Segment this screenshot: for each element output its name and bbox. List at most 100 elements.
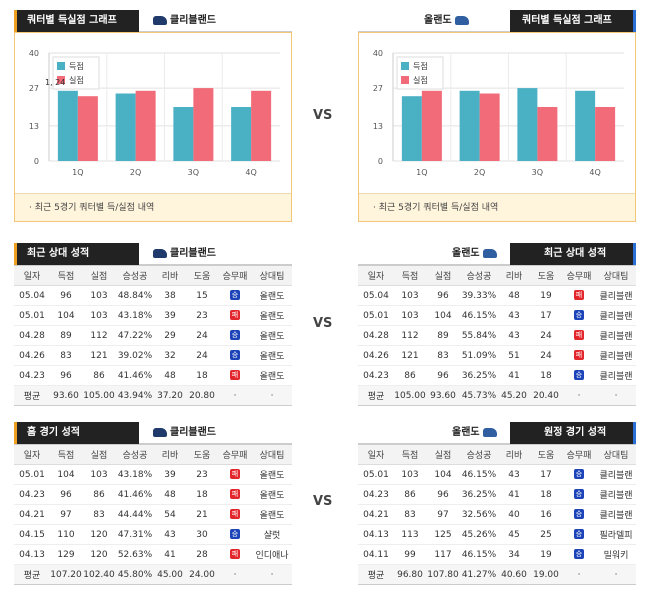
win-badge: 승 (230, 529, 240, 540)
column-header: 실점 (426, 444, 460, 465)
table-cell: 17 (530, 464, 562, 485)
table-cell: 24 (530, 345, 562, 366)
average-cell: 107.20 (50, 564, 82, 585)
table-cell: 83 (394, 504, 426, 525)
result-cell: 승 (218, 285, 252, 306)
average-cell: 45.20 (498, 385, 530, 406)
table-row: 05.01 103 104 46.15% 43 17 승 클리블랜 (358, 305, 636, 326)
bar-score (575, 90, 596, 161)
loss-badge: 패 (574, 330, 584, 341)
table-cell: 46.15% (460, 544, 498, 565)
y-tick-label: 40 (29, 49, 39, 58)
table-row: 05.01 104 103 43.18% 39 23 패 올랜도 (14, 464, 292, 485)
table-cell: 올랜도 (252, 504, 292, 525)
table-cell: 41 (498, 365, 530, 386)
column-header: 상대팀 (252, 265, 292, 286)
left-quarter-header: 쿼터별 득실점 그래프 클리블랜드 (14, 10, 292, 32)
team-name: 클리블랜드 (170, 15, 216, 26)
loss-badge: 패 (230, 370, 240, 381)
right-away-header: 올랜도 원정 경기 성적 (358, 422, 636, 444)
table-cell: 올랜도 (252, 345, 292, 366)
table-cell: 54 (154, 504, 186, 525)
average-cell: · (562, 385, 596, 406)
table-cell: 클리블랜 (596, 325, 636, 346)
column-header: 상대팀 (596, 265, 636, 286)
column-header: 승무패 (562, 444, 596, 465)
header-divider (358, 264, 510, 265)
result-cell: 패 (562, 345, 596, 366)
column-header: 일자 (358, 444, 394, 465)
result-cell: 패 (218, 544, 252, 565)
x-tick-label: 4Q (245, 168, 256, 177)
team-name: 올랜도 (452, 427, 480, 438)
table-cell: 올랜도 (252, 285, 292, 306)
legend-label-score: 득점 (69, 61, 84, 71)
table-cell: 83 (50, 345, 82, 366)
right-recent-title: 최근 상대 성적 (510, 243, 633, 265)
table-cell: 86 (394, 484, 426, 505)
table-cell: 32.56% (460, 504, 498, 525)
header-divider (358, 443, 510, 444)
column-header: 승성공 (116, 265, 154, 286)
average-cell: 37.20 (154, 385, 186, 406)
column-header: 득점 (394, 265, 426, 286)
table-cell: 05.01 (358, 464, 394, 485)
result-cell: 패 (218, 464, 252, 485)
table-cell: 24 (530, 325, 562, 346)
table-cell: 44.44% (116, 504, 154, 525)
bar-allowed (135, 90, 156, 161)
header-accent (14, 243, 17, 265)
average-row: 평균 107.20 102.40 45.80% 45.00 24.00 · · (14, 564, 292, 585)
table-cell: 05.01 (358, 305, 394, 326)
table-cell: 52.63% (116, 544, 154, 565)
chart-note: · 최근 5경기 쿼터별 득/실점 내역 (359, 193, 635, 221)
result-cell: 승 (218, 345, 252, 366)
table-cell: 04.13 (358, 524, 394, 545)
tooltip-text: 1, 24 (45, 78, 65, 87)
column-header: 도움 (530, 265, 562, 286)
column-header: 승무패 (562, 265, 596, 286)
table-cell: 96 (50, 285, 82, 306)
x-tick-label: 3Q (188, 168, 199, 177)
column-header: 승무패 (218, 444, 252, 465)
table-cell: 96 (426, 285, 460, 306)
table-cell: 103 (394, 285, 426, 306)
legend-label-allowed: 실점 (413, 75, 428, 85)
average-cell: 93.60 (426, 385, 460, 406)
table-cell: 클리블랜 (596, 484, 636, 505)
orlando-logo-icon (454, 15, 469, 25)
table-cell: 04.28 (14, 325, 50, 346)
table-row: 04.23 86 96 36.25% 41 18 승 클리블랜 (358, 484, 636, 505)
table-cell: 05.01 (14, 464, 50, 485)
table-cell: 19 (530, 285, 562, 306)
table-cell: 29 (154, 325, 186, 346)
win-badge: 승 (574, 310, 584, 321)
table-row: 04.13 113 125 45.26% 45 25 승 필라델피 (358, 524, 636, 545)
table-cell: 클리블랜 (596, 345, 636, 366)
table-row: 04.11 99 117 46.15% 34 19 승 밀워키 (358, 544, 636, 565)
column-header: 리바 (498, 265, 530, 286)
cleveland-logo-icon (153, 15, 167, 25)
table-cell: 04.23 (14, 365, 50, 386)
table-cell: 46.15% (460, 464, 498, 485)
result-cell: 승 (562, 524, 596, 545)
win-badge: 승 (230, 330, 240, 341)
win-badge: 승 (574, 469, 584, 480)
table-cell: 05.04 (14, 285, 50, 306)
table-cell: 48 (154, 365, 186, 386)
table-row: 04.23 96 86 41.46% 48 18 패 올랜도 (14, 484, 292, 505)
loss-badge: 패 (574, 290, 584, 301)
bar-allowed (479, 93, 500, 161)
table-header-row: 일자 득점 실점 승성공 리바 도움 승무패 상대팀 (358, 265, 636, 286)
bar-allowed (537, 107, 558, 161)
header-accent (633, 243, 636, 265)
table-cell: 04.26 (14, 345, 50, 366)
table-cell: 25 (530, 524, 562, 545)
bar-score (115, 93, 136, 161)
table-cell: 40 (498, 504, 530, 525)
table-cell: 103 (394, 305, 426, 326)
column-header: 승무패 (218, 265, 252, 286)
table-cell: 51.09% (460, 345, 498, 366)
table-cell: 15 (186, 285, 218, 306)
